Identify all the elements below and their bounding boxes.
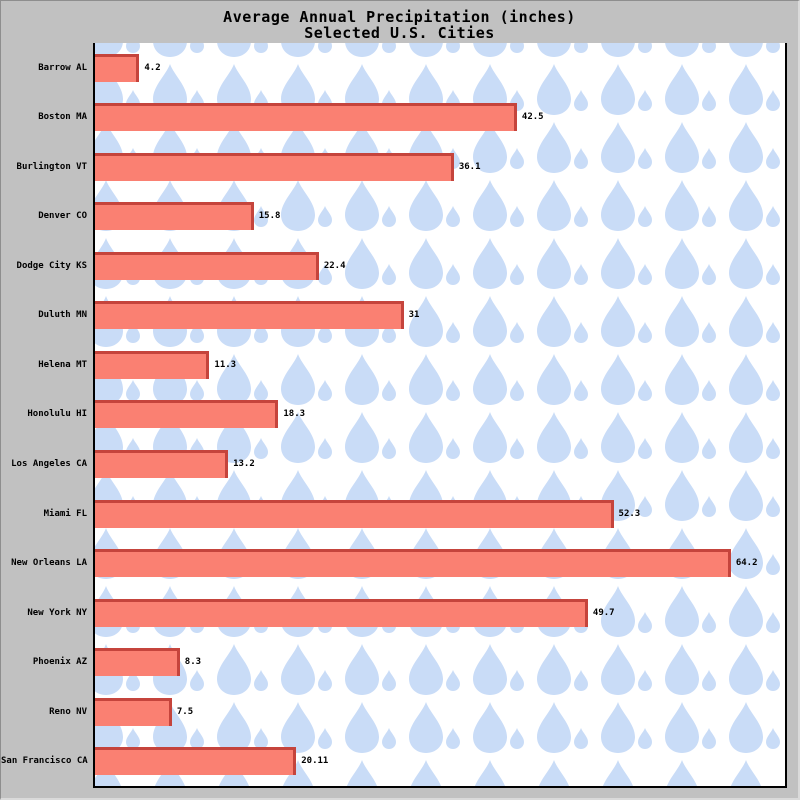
bar-track: 22.4 [95, 241, 787, 291]
category-label: Phoenix AZ [32, 657, 87, 668]
category-label: Honolulu HI [27, 409, 87, 420]
value-label: 8.3 [184, 657, 202, 668]
category-label: Helena MT [38, 359, 87, 370]
value-label: 42.5 [521, 112, 544, 123]
bar-row: New Orleans LA 64.2 [1, 538, 787, 588]
value-label: 20.11 [301, 756, 329, 767]
value-label: 52.3 [618, 508, 641, 519]
bar-track: 18.3 [95, 390, 787, 440]
value-label: 22.4 [323, 260, 346, 271]
bar-rows-container: Barrow AL 4.2 Boston MA 42.5 Burlington VT 36… [1, 43, 787, 786]
value-label: 31 [408, 310, 420, 321]
value-label: 13.2 [233, 459, 255, 470]
precip-bar [95, 301, 404, 330]
bar-row: Barrow AL 4.2 [1, 43, 787, 93]
value-label: 64.2 [735, 558, 758, 569]
bar-row: Miami FL 52.3 [1, 489, 787, 539]
value-label: 11.3 [214, 359, 237, 370]
category-label: Duluth MN [38, 310, 87, 321]
bar-row: New York NY 49.7 [1, 588, 787, 638]
category-label: Los Angeles CA [11, 459, 87, 470]
category-label: Burlington VT [16, 161, 87, 172]
bar-track: 64.2 [95, 538, 787, 588]
bar-row: San Francisco CA 20.11 [1, 736, 787, 786]
precip-bar [95, 648, 180, 677]
category-label: New Orleans LA [11, 558, 87, 569]
category-label: Boston MA [38, 112, 87, 123]
category-label: New York NY [27, 607, 87, 618]
precip-bar [95, 103, 517, 132]
precip-bar [95, 53, 140, 82]
chart-title-block: Average Annual Precipitation (inches) Se… [1, 1, 798, 43]
precip-bar [95, 697, 172, 726]
value-label: 15.8 [258, 211, 281, 222]
bar-track: 11.3 [95, 340, 787, 390]
precip-bar [95, 549, 731, 578]
bar-row: Dodge City KS 22.4 [1, 241, 787, 291]
bar-row: Honolulu HI 18.3 [1, 390, 787, 440]
bar-row: Duluth MN 31 [1, 291, 787, 341]
bar-track: 8.3 [95, 637, 787, 687]
precip-bar [95, 499, 614, 528]
bar-row: Denver CO 15.8 [1, 192, 787, 242]
precip-bar [95, 251, 319, 280]
bar-row: Phoenix AZ 8.3 [1, 637, 787, 687]
precip-bar [95, 400, 279, 429]
precip-bar [95, 598, 588, 627]
chart-subtitle: Selected U.S. Cities [304, 24, 495, 42]
chart-title: Average Annual Precipitation (inches) [223, 8, 576, 26]
precip-bar [95, 450, 229, 479]
category-label: Dodge City KS [16, 260, 87, 271]
bar-track: 49.7 [95, 588, 787, 638]
precip-bar [95, 747, 297, 776]
bar-track: 36.1 [95, 142, 787, 192]
value-label: 18.3 [283, 409, 306, 420]
bar-track: 31 [95, 291, 787, 341]
value-label: 36.1 [458, 161, 481, 172]
bar-row: Boston MA 42.5 [1, 93, 787, 143]
category-label: Miami FL [43, 508, 87, 519]
bar-track: 20.11 [95, 736, 787, 786]
bar-track: 42.5 [95, 93, 787, 143]
bar-track: 15.8 [95, 192, 787, 242]
category-label: San Francisco CA [1, 756, 88, 767]
value-label: 4.2 [144, 62, 161, 73]
precip-bar [95, 350, 210, 379]
value-label: 7.5 [176, 706, 194, 717]
precip-bar [95, 152, 454, 181]
bar-row: Helena MT 11.3 [1, 340, 787, 390]
bar-track: 13.2 [95, 439, 787, 489]
category-label: Denver CO [38, 211, 87, 222]
bar-row: Burlington VT 36.1 [1, 142, 787, 192]
bar-track: 4.2 [95, 43, 787, 93]
category-label: Barrow AL [38, 62, 87, 73]
precip-bar [95, 202, 254, 231]
bar-row: Reno NV 7.5 [1, 687, 787, 737]
bar-row: Los Angeles CA 13.2 [1, 439, 787, 489]
bar-track: 52.3 [95, 489, 787, 539]
value-label: 49.7 [592, 607, 615, 618]
bar-track: 7.5 [95, 687, 787, 737]
category-label: Reno NV [49, 706, 87, 717]
